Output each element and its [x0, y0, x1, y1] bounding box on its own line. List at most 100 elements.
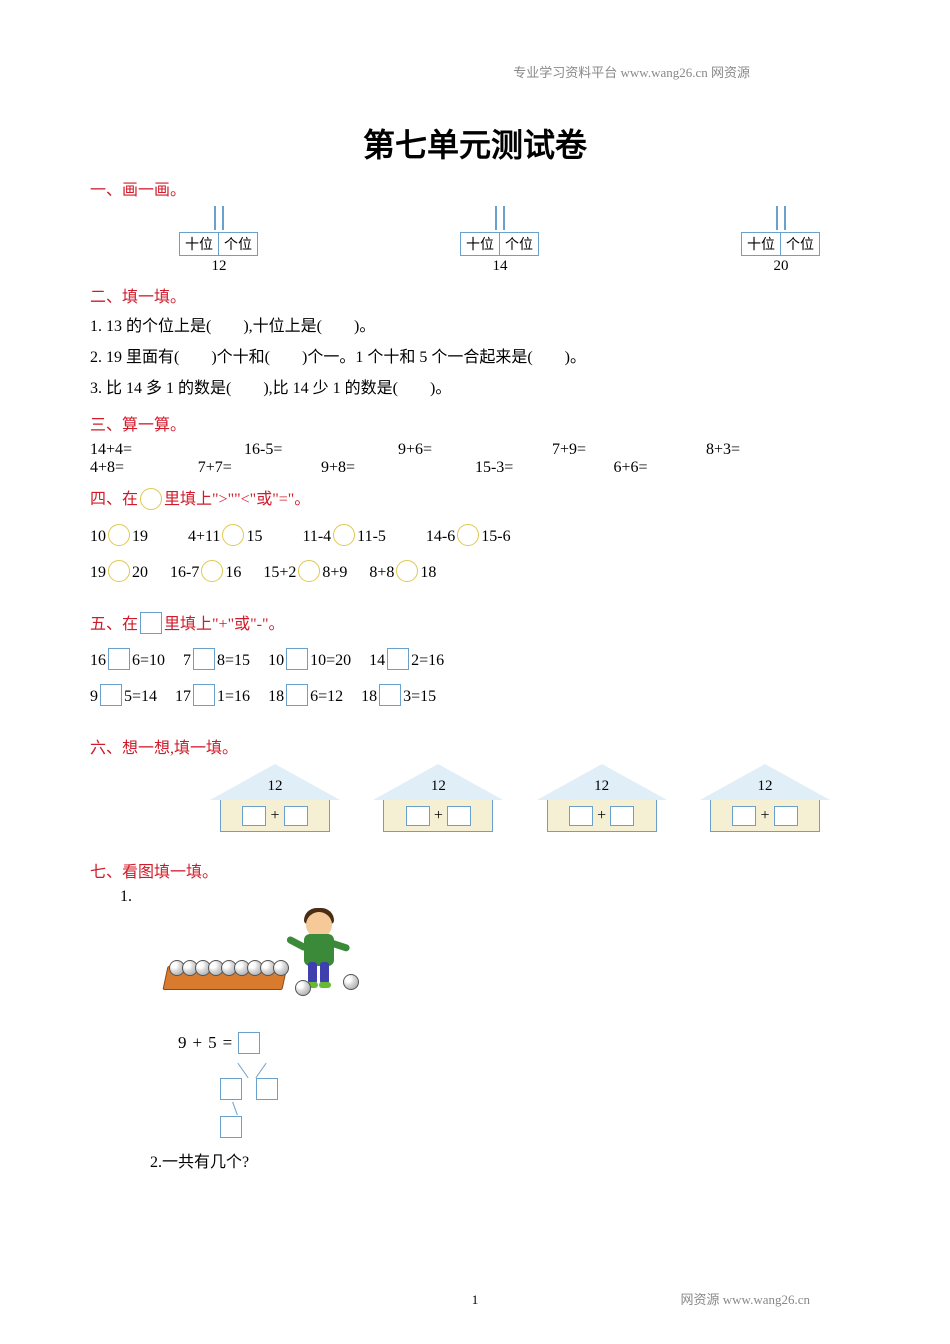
- answer-blank[interactable]: [238, 1032, 260, 1054]
- eq-a: 9: [178, 1033, 187, 1053]
- circle-blank[interactable]: [108, 560, 130, 582]
- section-2-title: 二、填一填。: [90, 283, 860, 307]
- square-blank[interactable]: [108, 648, 130, 670]
- circle-blank[interactable]: [396, 560, 418, 582]
- circle-blank[interactable]: [298, 560, 320, 582]
- square-blank[interactable]: [387, 648, 409, 670]
- square-blank[interactable]: [193, 648, 215, 670]
- circle-blank[interactable]: [333, 524, 355, 546]
- tens-label: 十位: [741, 232, 781, 256]
- circle-blank[interactable]: [108, 524, 130, 546]
- boy-balls-illustration: [160, 906, 360, 1026]
- op-a: 18: [361, 688, 377, 706]
- calc-item: 6+6=: [614, 459, 753, 477]
- calc-item: 7+7=: [198, 459, 306, 477]
- op-item: 166=10: [90, 650, 165, 672]
- comp-left: 8+8: [369, 564, 394, 582]
- eq-b: 5: [208, 1033, 217, 1053]
- house-blank[interactable]: [774, 806, 798, 826]
- circle-blank[interactable]: [201, 560, 223, 582]
- comp-left: 10: [90, 528, 106, 546]
- place-num-2: 14: [493, 258, 508, 275]
- circle-blank[interactable]: [457, 524, 479, 546]
- s2-q2: 2. 19 里面有( )个十和( )个一。1 个十和 5 个一合起来是( )。: [90, 344, 860, 373]
- section-7-title: 七、看图填一填。: [90, 858, 860, 882]
- house-blank[interactable]: [569, 806, 593, 826]
- op-item: 14 2=16: [369, 650, 444, 672]
- compare-item: 11-4 11-5: [302, 526, 385, 548]
- house-blank[interactable]: [284, 806, 308, 826]
- op-a: 14: [369, 652, 385, 670]
- square-blank[interactable]: [193, 684, 215, 706]
- comp-right: 11-5: [357, 528, 386, 546]
- header-source: 专业学习资料平台 www.wang26.cn 网资源: [513, 62, 750, 81]
- calc-item: 16-5=: [244, 441, 383, 459]
- s5-title-a: 五、在: [90, 616, 138, 633]
- page-number: 1: [472, 1292, 479, 1308]
- square-blank[interactable]: [379, 684, 401, 706]
- s4-title-b: 里填上">""<"或"="。: [164, 491, 310, 508]
- page-title: 第七单元测试卷: [90, 120, 860, 166]
- calc-item: 8+3=: [706, 441, 845, 459]
- comp-left: 16-7: [170, 564, 199, 582]
- op-item: 186=12: [268, 686, 343, 708]
- comp-left: 4+11: [188, 528, 220, 546]
- footer-source: 网资源 www.wang26.cn: [681, 1289, 811, 1308]
- s2-q1: 1. 13 的个位上是( ),十位上是( )。: [90, 313, 860, 342]
- op-a: 7: [183, 652, 191, 670]
- place-unit-1: 十位 个位 12: [180, 206, 258, 275]
- op-b: 10=20: [310, 652, 351, 670]
- split-blank[interactable]: [220, 1078, 242, 1100]
- comp-left: 15+2: [263, 564, 296, 582]
- place-value-row: 十位 个位 12 十位 个位 14 十位 个位 20: [90, 206, 860, 275]
- circle-blank[interactable]: [222, 524, 244, 546]
- calc-item: 9+8=: [321, 459, 460, 477]
- place-num-3: 20: [774, 258, 789, 275]
- house-4: 12 +: [700, 764, 830, 832]
- boy-icon: [290, 906, 346, 988]
- op-b: 2=16: [411, 652, 444, 670]
- op-row-1: 166=10 7 8=15 10 10=20 14 2=16: [90, 650, 860, 672]
- house-blank[interactable]: [447, 806, 471, 826]
- ones-label: 个位: [218, 232, 258, 256]
- square-blank[interactable]: [100, 684, 122, 706]
- split-blank[interactable]: [256, 1078, 278, 1100]
- equation-line: 9 + 5 =: [178, 1032, 860, 1054]
- plus-sign: +: [760, 807, 769, 825]
- compare-item: 15+2 8+9: [263, 562, 347, 584]
- compare-item: 14-615-6: [426, 526, 511, 548]
- op-item: 18 3=15: [361, 686, 436, 708]
- calc-row-1: 14+4= 16-5= 9+6= 7+9= 8+3=: [90, 441, 860, 459]
- house-blank[interactable]: [406, 806, 430, 826]
- roof-num: 12: [700, 778, 830, 795]
- calc-item: 4+8=: [90, 459, 182, 477]
- square-blank[interactable]: [286, 648, 308, 670]
- house-blank[interactable]: [732, 806, 756, 826]
- op-b: 1=16: [217, 688, 250, 706]
- s2-q3: 3. 比 14 多 1 的数是( ),比 14 少 1 的数是( )。: [90, 375, 860, 404]
- op-a: 10: [268, 652, 284, 670]
- op-b: 8=15: [217, 652, 250, 670]
- comp-right: 8+9: [322, 564, 347, 582]
- calc-item: 9+6=: [398, 441, 537, 459]
- house-blank[interactable]: [242, 806, 266, 826]
- tens-label: 十位: [460, 232, 500, 256]
- op-b: 3=15: [403, 688, 436, 706]
- circle-icon: [140, 488, 162, 510]
- section-4-title: 四、在里填上">""<"或"="。: [90, 485, 860, 511]
- comp-right: 15: [246, 528, 262, 546]
- calc-item: 7+9=: [552, 441, 691, 459]
- roof-num: 12: [537, 778, 667, 795]
- square-blank[interactable]: [286, 684, 308, 706]
- section-6-title: 六、想一想,填一填。: [90, 734, 860, 758]
- ones-label: 个位: [499, 232, 539, 256]
- ball-icon: [343, 974, 359, 990]
- section-5-title: 五、在里填上"+"或"-"。: [90, 610, 860, 636]
- house-blank[interactable]: [610, 806, 634, 826]
- ball-icon: [295, 980, 311, 996]
- comp-right: 15-6: [481, 528, 510, 546]
- plus-sign: +: [270, 807, 279, 825]
- comp-left: 11-4: [302, 528, 331, 546]
- split-blank[interactable]: [220, 1116, 242, 1138]
- eq-eq: =: [223, 1033, 233, 1053]
